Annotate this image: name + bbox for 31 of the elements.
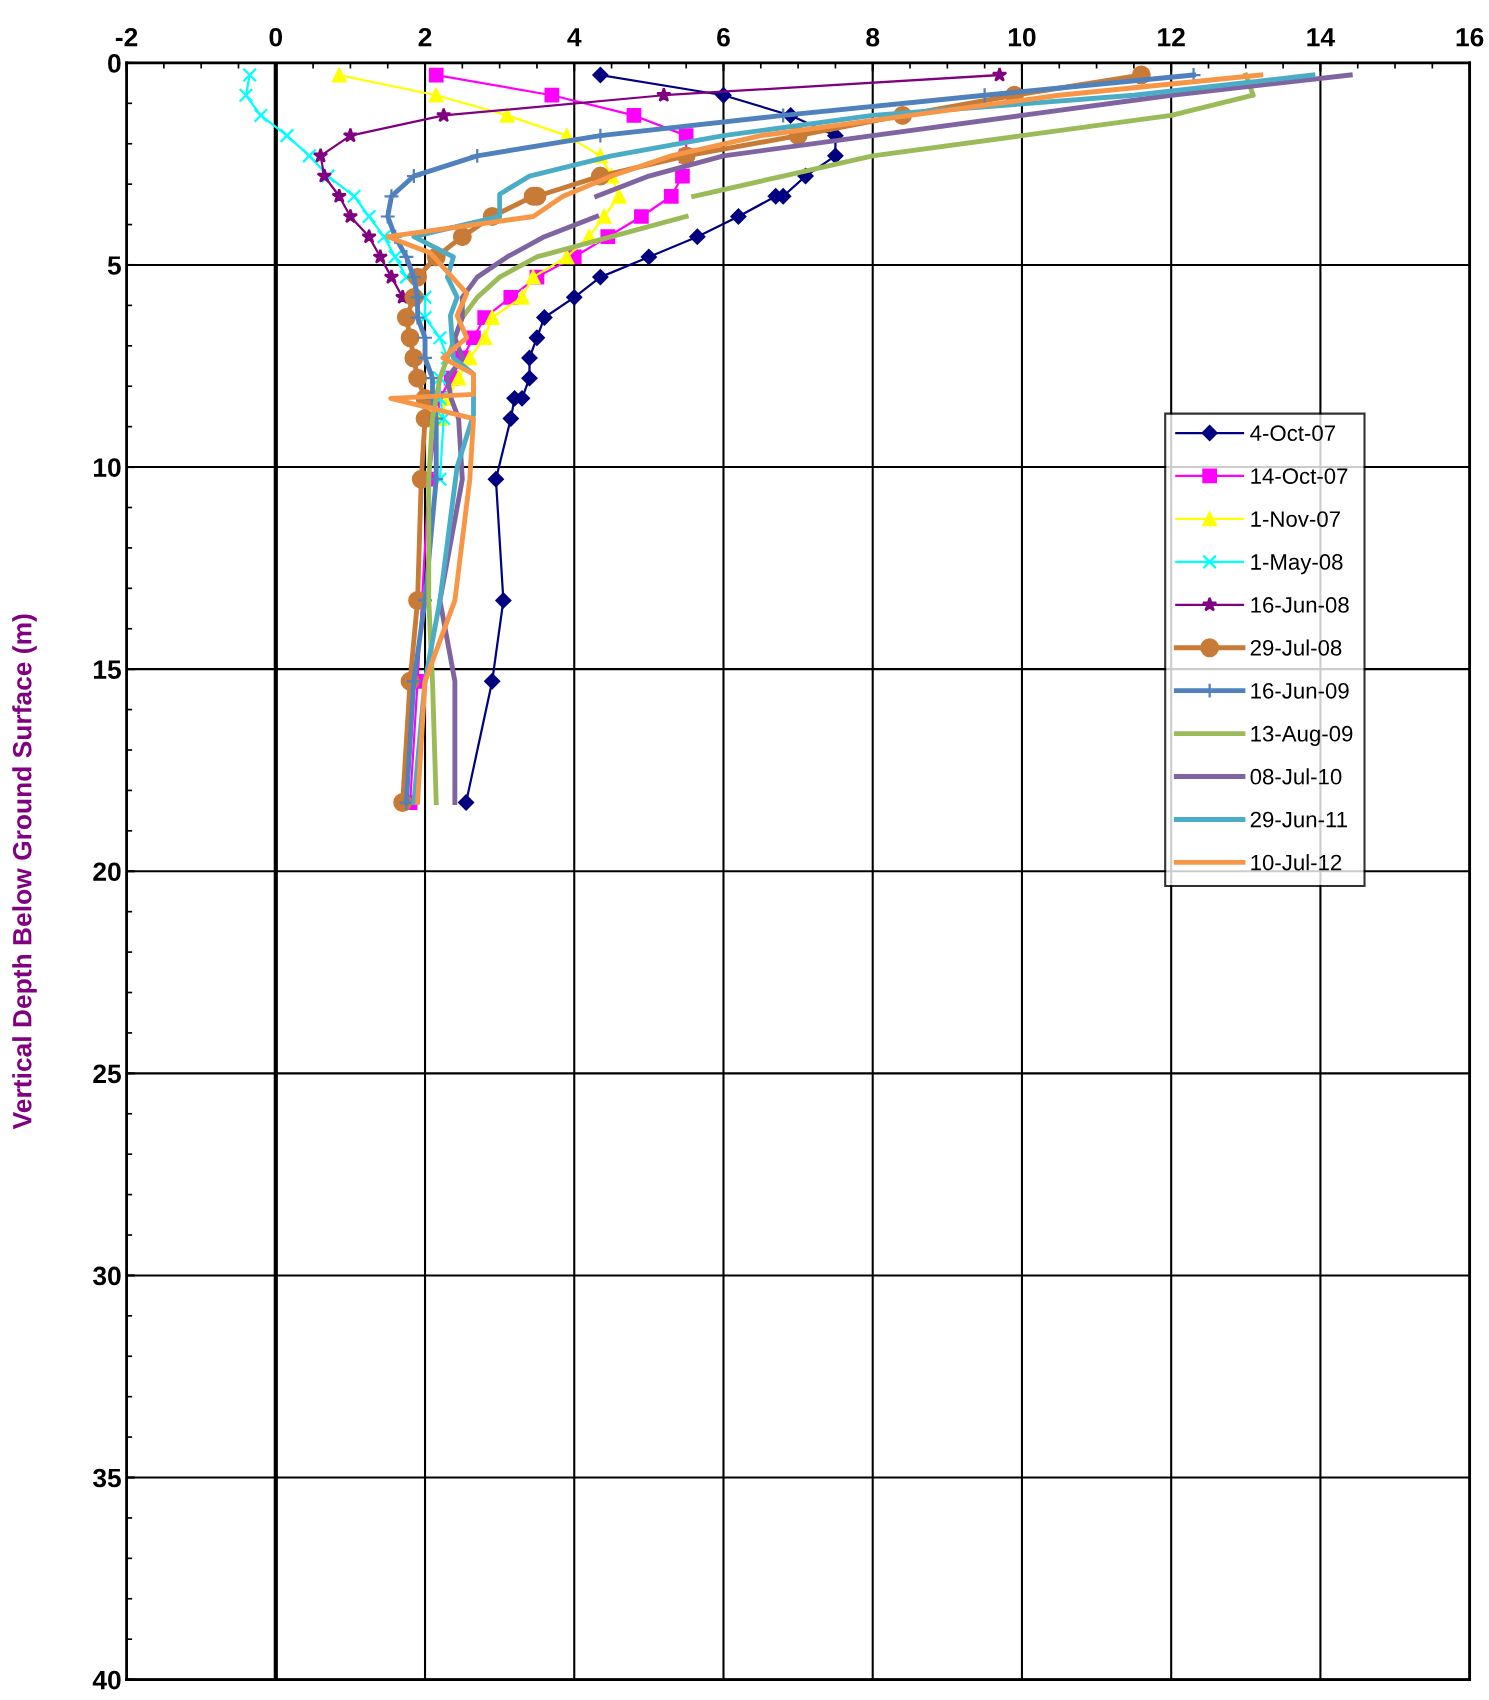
x-tick-label: 14	[1307, 28, 1335, 47]
y-tick-label: 25	[93, 1064, 121, 1084]
legend-label: 1-Nov-07	[1251, 511, 1340, 527]
x-tick-label: 2	[418, 27, 432, 47]
x-tick-label: 12	[1158, 27, 1185, 47]
legend-label: 4-Oct-07	[1250, 425, 1335, 442]
y-tick-label: 35	[92, 1468, 121, 1488]
y-tick-label: 40	[92, 1670, 121, 1690]
legend-label: 1-May-08	[1251, 554, 1343, 575]
y-tick-label: 30	[92, 1266, 121, 1286]
y-tick-label: 15	[94, 660, 121, 679]
legend-label: 13-Aug-09	[1251, 725, 1353, 746]
x-tick-label: 10	[1008, 27, 1036, 47]
legend-label: 29-Jul-08	[1250, 639, 1342, 656]
y-tick-label: 20	[93, 862, 121, 882]
legend-label: 10-Jul-12	[1251, 854, 1342, 871]
x-tick-label: -2	[115, 27, 138, 47]
y-axis-title: Vertical Depth Below Ground Surface (m)	[12, 614, 37, 1130]
y-tick-label: 10	[94, 458, 121, 477]
legend-label: 14-Oct-07	[1251, 468, 1348, 484]
x-tick-label: 16	[1456, 27, 1484, 47]
legend-label: 16-Jun-09	[1251, 682, 1349, 699]
x-tick-label: 8	[866, 27, 880, 47]
y-tick-label: 5	[107, 256, 121, 275]
legend-label: 29-Jun-11	[1250, 811, 1347, 828]
y-tick-label: 0	[108, 54, 121, 73]
x-tick-label: 6	[717, 27, 730, 47]
x-tick-label: 4	[567, 28, 582, 47]
legend-label: 16-Jun-08	[1251, 597, 1349, 613]
x-tick-label: 0	[269, 27, 283, 47]
legend-label: 08-Jul-10	[1250, 768, 1342, 785]
